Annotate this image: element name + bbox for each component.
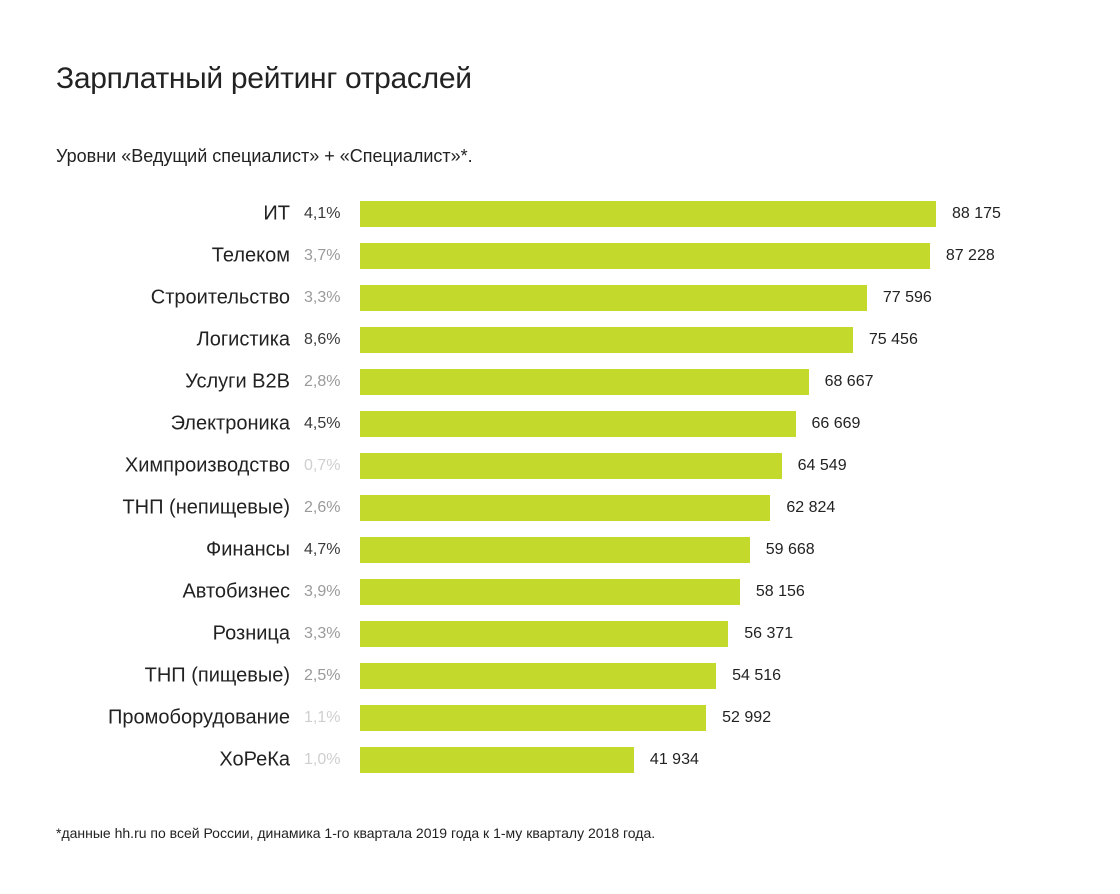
value-label: 52 992 (722, 709, 772, 726)
bar (360, 285, 867, 311)
bar (360, 495, 771, 521)
chart-footnote: *данные hh.ru по всей России, динамика 1… (56, 825, 656, 841)
bar (360, 201, 936, 227)
bar (360, 747, 634, 773)
bar (360, 663, 717, 689)
value-label: 87 228 (945, 247, 995, 264)
growth-label: 1,0% (304, 751, 341, 768)
value-label: 54 516 (732, 667, 782, 684)
value-label: 77 596 (882, 289, 932, 306)
chart-title: Зарплатный рейтинг отраслей (56, 62, 472, 95)
value-label: 41 934 (649, 751, 699, 768)
category-label: Автобизнес (182, 580, 290, 603)
growth-label: 2,8% (304, 373, 341, 390)
category-label: Химпроизводство (124, 454, 290, 477)
category-label: Телеком (211, 244, 290, 267)
bar (360, 621, 729, 647)
value-label: 66 669 (811, 415, 861, 432)
growth-label: 3,3% (304, 289, 341, 306)
growth-label: 4,1% (304, 205, 341, 222)
value-label: 56 371 (744, 625, 794, 642)
category-label: ТНП (пищевые) (144, 664, 290, 687)
value-label: 59 668 (765, 541, 815, 558)
growth-label: 2,6% (304, 499, 341, 516)
growth-label: 4,7% (304, 541, 341, 558)
category-label: ИТ (263, 202, 290, 225)
growth-label: 3,7% (304, 247, 341, 264)
value-label: 62 824 (786, 499, 836, 516)
growth-label: 2,5% (304, 667, 341, 684)
growth-label: 3,9% (304, 583, 341, 600)
bar (360, 327, 853, 353)
category-label: Розница (212, 622, 290, 645)
growth-label: 1,1% (304, 709, 341, 726)
bar (360, 537, 750, 563)
category-label: ТНП (непищевые) (122, 496, 290, 519)
growth-label: 4,5% (304, 415, 341, 432)
value-label: 68 667 (824, 373, 874, 390)
bar (360, 705, 707, 731)
bar (360, 243, 930, 269)
value-label: 64 549 (797, 457, 847, 474)
bar (360, 411, 796, 437)
growth-label: 0,7% (304, 457, 341, 474)
bar (360, 453, 782, 479)
category-label: Финансы (206, 538, 290, 561)
category-label: Услуги B2B (185, 370, 290, 393)
bar (360, 579, 740, 605)
growth-label: 8,6% (304, 331, 341, 348)
category-label: Строительство (150, 286, 290, 309)
category-label: Электроника (170, 412, 290, 435)
category-label: Промоборудование (108, 706, 290, 729)
value-label: 88 175 (952, 205, 1001, 222)
bar (360, 369, 809, 395)
value-label: 58 156 (755, 583, 805, 600)
category-label: ХоРеКа (219, 748, 290, 771)
category-label: Логистика (196, 328, 290, 351)
chart-subtitle: Уровни «Ведущий специалист» + «Специалис… (56, 146, 473, 166)
growth-label: 3,3% (304, 625, 341, 642)
value-label: 75 456 (868, 331, 918, 348)
